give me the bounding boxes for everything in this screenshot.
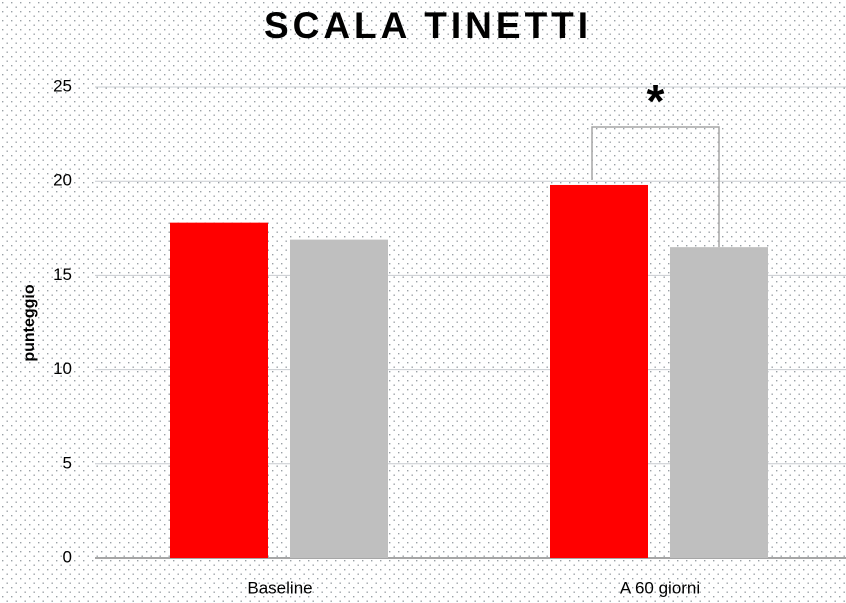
bar [290, 239, 388, 558]
y-tick-label: 20 [53, 171, 72, 190]
y-tick-label: 10 [53, 359, 72, 378]
y-tick-label: 0 [63, 547, 72, 566]
bar [670, 247, 768, 558]
y-axis-label: punteggio [21, 284, 38, 362]
significance-marker: * [647, 75, 665, 127]
y-tick-label: 25 [53, 76, 72, 95]
bar [550, 184, 648, 558]
x-tick-label: A 60 giorni [620, 578, 700, 597]
x-tick-label: Baseline [247, 578, 312, 597]
bar [170, 222, 268, 558]
significance-bracket [591, 126, 720, 248]
y-tick-label: 5 [63, 453, 72, 472]
chart-title: SCALA TINETTI [264, 5, 592, 46]
y-tick-label: 15 [53, 265, 72, 284]
